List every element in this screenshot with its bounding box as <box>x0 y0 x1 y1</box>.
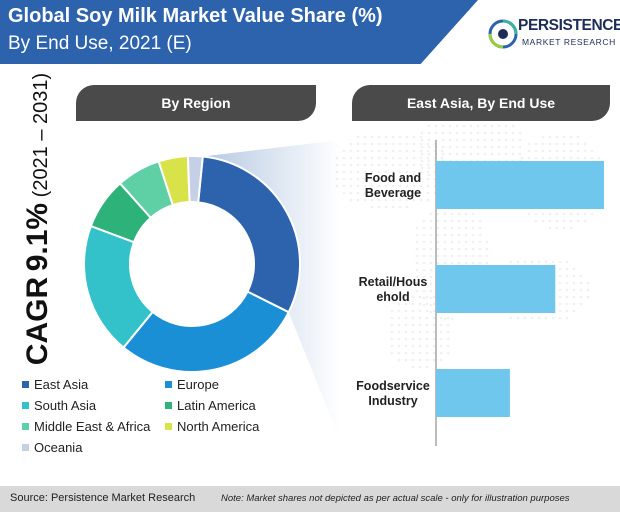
legend-item-east-asia: East Asia <box>22 377 88 392</box>
footer-bar: Source: Persistence Market Research Note… <box>0 486 620 512</box>
logo-name: PERSISTENCE <box>518 17 620 34</box>
source-text: Source: Persistence Market Research <box>10 492 196 504</box>
logo-subtitle: MARKET RESEARCH <box>522 37 616 47</box>
legend-item-europe: Europe <box>165 377 219 392</box>
legend-item-north-america: North America <box>165 419 259 434</box>
legend-label: Oceania <box>34 440 83 455</box>
legend-item-oceania: Oceania <box>22 440 82 455</box>
legend-swatch <box>22 444 29 451</box>
bar-retail-household <box>436 265 556 313</box>
legend-swatch <box>165 402 172 409</box>
bar-foodservice-industry <box>436 369 510 417</box>
note-text: Note: Market shares not depicted as per … <box>221 493 570 504</box>
logo-mark-icon <box>488 19 518 49</box>
bar-label-foodservice-industry: Foodservice Industry <box>356 379 430 408</box>
legend-label: Middle East & Africa <box>34 419 151 434</box>
legend-label: East Asia <box>34 377 89 392</box>
slice-oceania <box>186 155 204 204</box>
legend-label: Europe <box>177 377 219 392</box>
legend-swatch <box>22 402 29 409</box>
bar-label-retail-household: Retail/Hous ehold <box>359 275 428 304</box>
slice-east-asia <box>197 155 301 314</box>
legend-item-middle-east-africa: Middle East & Africa <box>22 419 150 434</box>
legend-label: Latin America <box>177 398 256 413</box>
legend-item-south-asia: South Asia <box>22 398 96 413</box>
company-logo: PERSISTENCE MARKET RESEARCH <box>486 4 620 64</box>
legend-label: South Asia <box>34 398 97 413</box>
legend-item-latin-america: Latin America <box>165 398 256 413</box>
end-use-bar-chart: Food and Beverage Retail/Hous ehold Foodserv… <box>356 140 604 446</box>
bar-label-food-and-beverage: Food and Beverage <box>365 171 421 200</box>
region-legend: East Asia Europe South Asia Latin America Mi… <box>22 377 352 461</box>
header-banner: Global Soy Milk Market Value Share (%) B… <box>0 0 478 64</box>
legend-swatch <box>22 381 29 388</box>
bar-food-and-beverage <box>436 161 604 209</box>
chart-canvas: Food and Beverage Retail/Hous ehold Foodserv… <box>83 110 604 446</box>
region-panel-title: By Region <box>76 85 316 121</box>
legend-swatch <box>165 381 172 388</box>
legend-label: North America <box>177 419 260 434</box>
region-donut-chart <box>83 155 301 373</box>
legend-swatch <box>165 423 172 430</box>
chart-title: Global Soy Milk Market Value Share (%) <box>8 5 383 27</box>
slice-europe <box>122 290 290 373</box>
world-map-background <box>335 110 601 369</box>
chart-subtitle: By End Use, 2021 (E) <box>8 33 192 54</box>
end-use-panel-title: East Asia, By End Use <box>352 85 610 121</box>
legend-swatch <box>22 423 29 430</box>
